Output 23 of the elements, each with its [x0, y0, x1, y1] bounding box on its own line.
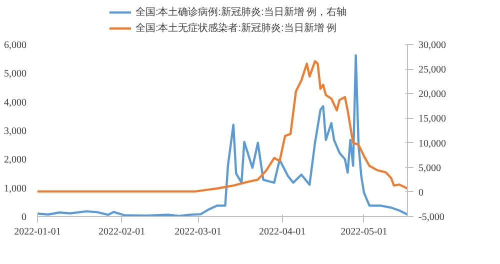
y2-tick-label: 25,000	[418, 64, 446, 76]
x-tick-label: 2022-02-01	[98, 226, 146, 238]
legend-label: 全国:本土确诊病例:新冠肺炎:当日新增 例，右轴	[135, 6, 347, 19]
y-tick-label: 0	[22, 212, 26, 223]
x-tick-label: 2022-03-01	[174, 226, 222, 238]
y2-tick-label: -5,000	[418, 212, 444, 223]
y-tick-label: 1,000	[4, 183, 26, 194]
x-tick-label: 2022-05-01	[340, 226, 388, 238]
y2-tick-label: 0	[418, 187, 424, 198]
y-tick-label: 4,000	[4, 97, 26, 108]
line-series	[38, 60, 408, 193]
y2-tick-label: 10,000	[418, 138, 446, 150]
x-tick-label: 2022-01-01	[14, 226, 61, 238]
y-tick-label: 2,000	[4, 154, 26, 166]
y2-tick-label: 20,000	[418, 89, 446, 100]
x-tick-label: 2022-04-01	[259, 226, 306, 238]
y2-tick-label: 15,000	[418, 114, 446, 125]
legend-label: 全国:本土无症状感染者:新冠肺炎:当日新增 例	[135, 22, 337, 35]
y-tick-label: 3,000	[4, 126, 26, 137]
y-tick-label: 6,000	[4, 40, 26, 51]
y2-tick-label: 5,000	[418, 162, 441, 174]
y2-tick-label: 30,000	[418, 40, 446, 51]
y-tick-label: 5,000	[4, 68, 26, 80]
